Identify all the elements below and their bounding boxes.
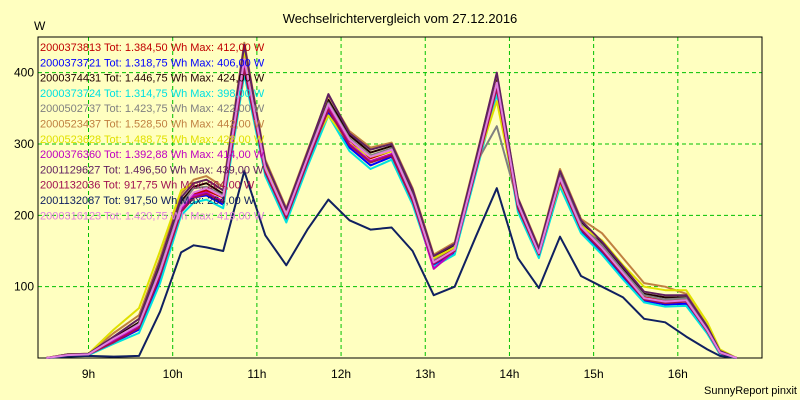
x-tick-label: 15h [584, 367, 604, 381]
x-tick-label: 16h [668, 367, 688, 381]
series-line [46, 68, 737, 359]
legend-entry: 2000523437 Tot: 1.528,50 Wh Max: 442,00 … [40, 119, 265, 131]
plot-frame [37, 36, 763, 359]
y-tick-label: 400 [14, 66, 34, 80]
legend-entry: 2000374431 Tot: 1.446,75 Wh Max: 424,00 … [40, 73, 265, 85]
legend-entry: 2000373724 Tot: 1.314,75 Wh Max: 398,00 … [40, 88, 265, 100]
legend: 2000373813 Tot: 1.384,50 Wh Max: 412,00 … [40, 42, 265, 222]
series-line [46, 43, 738, 359]
legend-entry: 2000373813 Tot: 1.384,50 Wh Max: 412,00 … [40, 42, 265, 54]
x-tick-label: 14h [499, 367, 519, 381]
series-line [46, 170, 737, 359]
y-tick-label: 100 [14, 280, 34, 294]
y-tick-label: 300 [14, 137, 34, 151]
series-line [46, 41, 738, 359]
legend-entry: 2000376360 Tot: 1.392,88 Wh Max: 414,00 … [40, 149, 265, 161]
series-line [46, 73, 737, 359]
series-lines [46, 41, 738, 359]
legend-entry: 2000316123 Tot: 1.420,75 Wh Max: 419,00 … [40, 210, 265, 222]
x-tick-label: 11h [247, 367, 266, 381]
legend-entry: 2000373721 Tot: 1.318,75 Wh Max: 406,00 … [40, 57, 265, 69]
legend-entry: 2001129627 Tot: 1.496,50 Wh Max: 439,00 … [40, 164, 264, 176]
x-tick-label: 9h [82, 367, 95, 381]
legend-entry: 2000502737 Tot: 1.423,75 Wh Max: 422,00 … [40, 103, 265, 115]
y-axis-unit-label: W [34, 19, 46, 33]
x-tick-label: 13h [415, 367, 435, 381]
x-tick-label: 10h [163, 367, 183, 381]
series-line [46, 58, 738, 359]
footer-credit: SunnyReport pinxit [704, 385, 797, 397]
legend-entry: 2000523628 Tot: 1.488,75 Wh Max: 428,00 … [40, 134, 265, 146]
legend-entry: 2001132087 Tot: 917,50 Wh Max: 264,00 W [40, 195, 255, 207]
chart-title: Wechselrichtervergleich vom 27.12.2016 [283, 11, 518, 26]
y-tick-label: 200 [14, 208, 34, 222]
x-tick-label: 12h [331, 367, 351, 381]
axis-ticks: 9h 10h 11h 12h 13h 14h 15h 16h 100 200 300 400 [14, 66, 688, 381]
legend-entry: 2001132036 Tot: 917,75 Wh Max: 264,00 W [40, 180, 255, 192]
